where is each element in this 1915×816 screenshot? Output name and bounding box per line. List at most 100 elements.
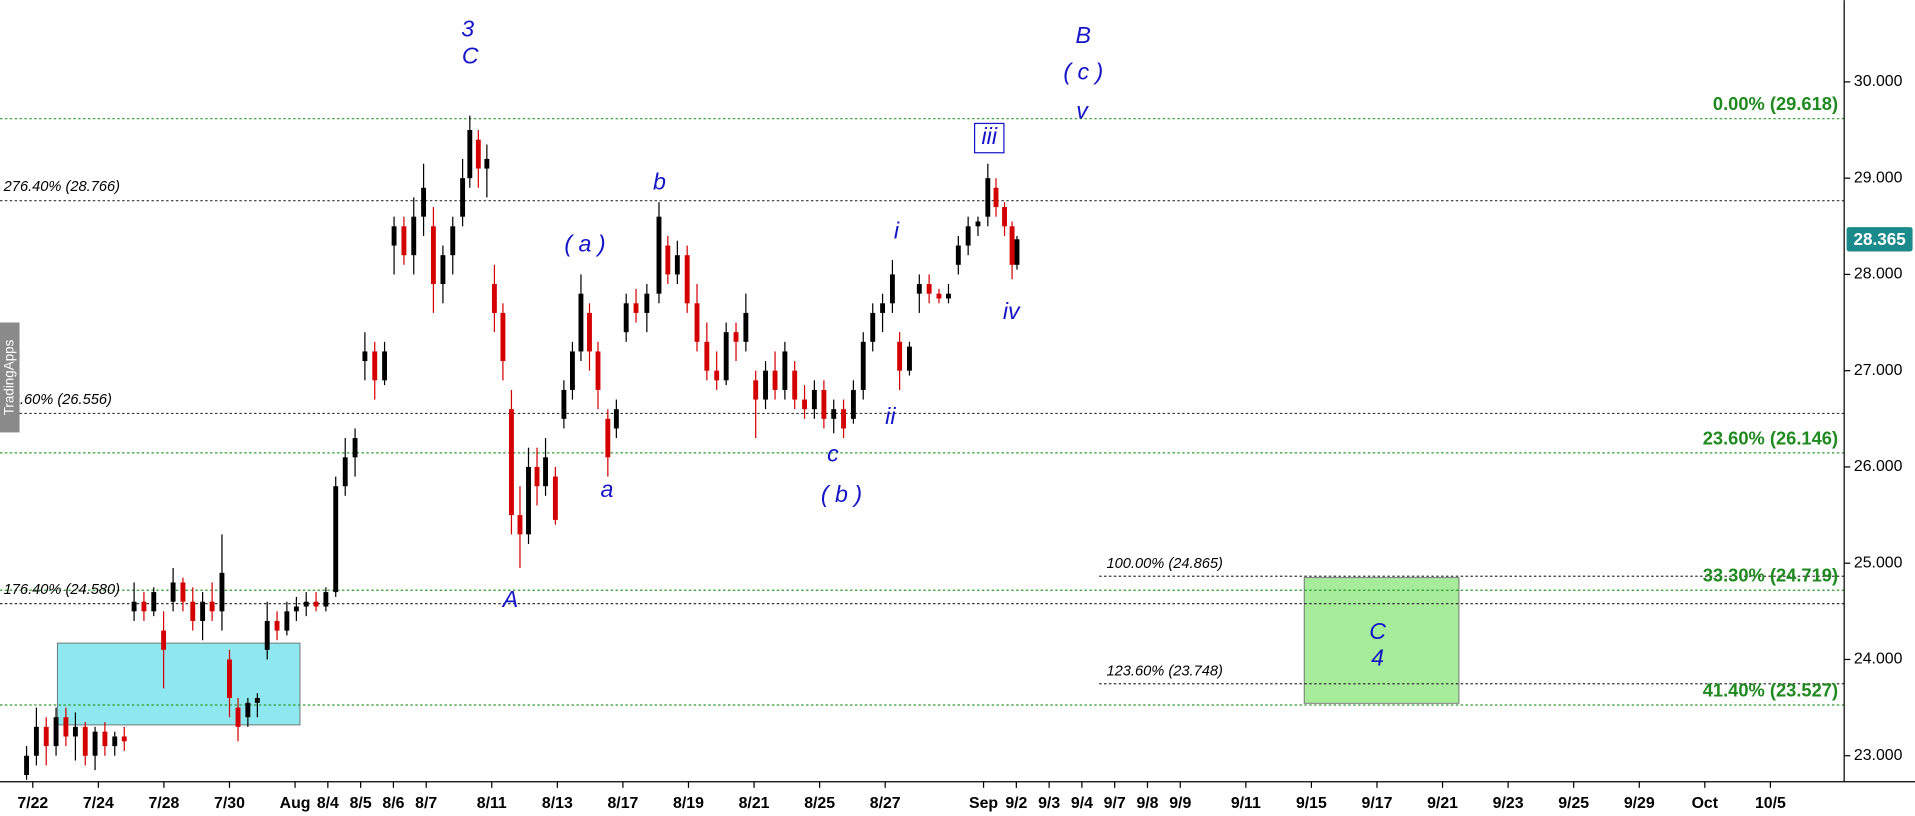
level-label: 33.30% (24.719) xyxy=(1703,565,1838,586)
x-tick-label: 9/23 xyxy=(1493,795,1524,812)
candle-body xyxy=(916,284,922,294)
wave-label: ii xyxy=(885,403,896,429)
x-tick-label: 7/24 xyxy=(83,795,114,812)
candle-body xyxy=(161,630,167,650)
candle-body xyxy=(552,476,558,520)
x-tick-label: 9/8 xyxy=(1136,795,1158,812)
watermark-text: TradingApps xyxy=(1,339,16,415)
x-tick-label: 8/21 xyxy=(739,795,770,812)
candle-body xyxy=(946,293,951,299)
y-tick-label: 30.000 xyxy=(1854,73,1903,90)
candle-body xyxy=(1014,239,1020,265)
candle-body xyxy=(190,601,196,621)
candle-body xyxy=(841,409,847,429)
candle-body xyxy=(450,226,456,256)
wave-label: ( a ) xyxy=(564,231,605,257)
candle-body xyxy=(526,466,531,535)
candle-body xyxy=(467,130,473,179)
candle-body xyxy=(605,418,611,458)
candle-body xyxy=(491,284,497,313)
candle-body xyxy=(975,221,981,227)
wave-label: iv xyxy=(1003,298,1021,324)
candle-body xyxy=(303,601,309,607)
candle-body xyxy=(517,515,523,535)
candle-body xyxy=(170,582,176,602)
wave-label: a xyxy=(601,476,614,502)
candle-body xyxy=(561,389,567,419)
x-tick-label: 9/4 xyxy=(1071,795,1093,812)
x-tick-label: 9/9 xyxy=(1169,795,1191,812)
candle-body xyxy=(293,606,299,612)
x-tick-label: 8/11 xyxy=(477,795,507,812)
x-tick-label: 8/17 xyxy=(607,795,638,812)
x-tick-label: 8/13 xyxy=(542,795,573,812)
y-tick-label: 25.000 xyxy=(1854,554,1903,571)
last-price-tag xyxy=(1846,227,1913,252)
candle-body xyxy=(811,389,817,410)
wave-label: 3 xyxy=(461,16,474,42)
candle-body xyxy=(733,332,739,342)
level-label: 176.40% (24.580) xyxy=(4,582,120,598)
candle-body xyxy=(623,303,629,333)
candle-body xyxy=(714,370,720,381)
candle-body xyxy=(151,592,157,612)
candle-body xyxy=(821,389,827,419)
x-tick-label: 9/3 xyxy=(1038,795,1060,812)
wave-label: i xyxy=(894,217,900,243)
x-tick-label: 9/7 xyxy=(1104,795,1126,812)
candle-body xyxy=(792,370,798,400)
y-tick-label: 29.000 xyxy=(1854,169,1903,186)
wave-label: B xyxy=(1076,22,1091,48)
candle-body xyxy=(102,731,108,747)
candle-body xyxy=(993,187,999,208)
candle-body xyxy=(656,216,662,294)
candle-body xyxy=(141,601,147,612)
x-tick-label: 7/30 xyxy=(214,795,245,812)
candle-body xyxy=(500,312,506,362)
candle-body xyxy=(772,370,778,390)
candle-body xyxy=(1009,226,1015,265)
level-label: 0.00% (29.618) xyxy=(1713,93,1838,114)
x-tick-label: 7/28 xyxy=(148,795,179,812)
candle-body xyxy=(430,226,436,285)
candle-body xyxy=(313,601,319,607)
level-label: 23.60% (26.556) xyxy=(3,392,112,408)
candle-body xyxy=(43,726,49,747)
wave-label: v xyxy=(1076,98,1089,124)
candle-body xyxy=(534,466,540,487)
candle-body xyxy=(227,659,232,698)
x-tick-label: 9/15 xyxy=(1296,795,1327,812)
y-tick-label: 24.000 xyxy=(1854,651,1903,668)
x-tick-label: 9/17 xyxy=(1362,795,1393,812)
x-tick-label: 8/25 xyxy=(804,795,835,812)
candle-body xyxy=(870,312,876,342)
candle-body xyxy=(850,389,856,419)
candle-body xyxy=(782,351,788,390)
candle-body xyxy=(82,726,88,756)
candle-body xyxy=(333,486,339,593)
candle-body xyxy=(342,457,348,487)
candle-body xyxy=(440,255,446,285)
candle-body xyxy=(753,380,759,400)
wave-label-box xyxy=(973,122,1005,154)
candle-body xyxy=(63,717,69,737)
candle-body xyxy=(284,611,290,631)
candle-body xyxy=(926,284,932,294)
candle-body xyxy=(543,457,548,487)
wave-label: c xyxy=(827,441,839,467)
levels: 0.00% (29.618) 276.40% (28.766) 23.60% (26… xyxy=(0,93,1845,706)
candle-body xyxy=(684,255,690,304)
x-tick-label: 8/27 xyxy=(870,795,901,812)
candle-body xyxy=(121,736,127,742)
candle-body xyxy=(723,332,729,381)
candle-body xyxy=(323,592,329,607)
candle-body xyxy=(235,707,241,727)
candle-body xyxy=(460,178,466,217)
candle-body xyxy=(372,351,378,381)
x-tick-label: 9/25 xyxy=(1558,795,1589,812)
candle-body xyxy=(475,139,481,169)
